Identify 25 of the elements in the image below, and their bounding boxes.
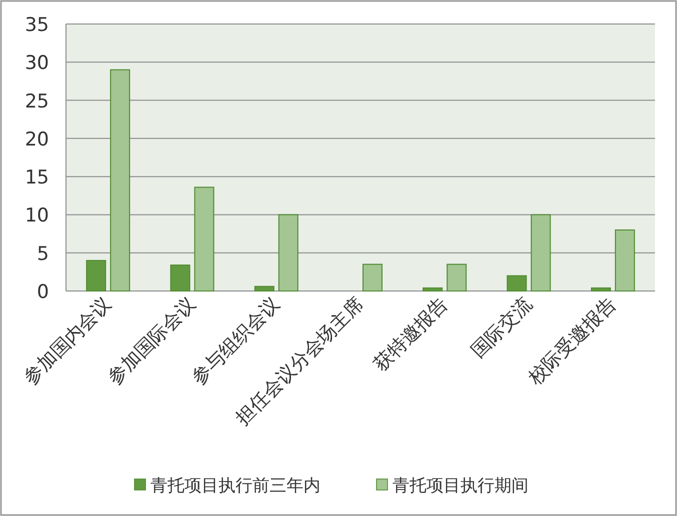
y-tick-label: 15 [24, 166, 49, 189]
x-tick-label: 获特邀报告 [369, 292, 452, 376]
y-tick-label: 30 [24, 52, 49, 74]
legend-label: 青托项目执行期间 [392, 476, 528, 496]
y-tick-label: 35 [24, 14, 49, 36]
bar [614, 229, 635, 292]
bar [170, 264, 190, 292]
bar [194, 186, 214, 292]
y-tick-label: 5 [36, 242, 49, 265]
bar [278, 214, 298, 292]
bar [362, 264, 382, 292]
bar [110, 69, 130, 292]
x-tick-label: 国际交流 [467, 292, 536, 362]
bar [446, 264, 467, 292]
bar [590, 287, 611, 292]
bar [86, 260, 106, 292]
y-tick-label: 25 [24, 90, 49, 112]
y-tick-label: 10 [24, 204, 49, 227]
bar [506, 275, 527, 292]
bar [530, 214, 551, 292]
legend-label: 青托项目执行前三年内 [150, 476, 320, 496]
bar [422, 287, 443, 292]
bar [254, 286, 274, 292]
y-tick-label: 20 [24, 128, 49, 150]
y-tick-label: 0 [36, 281, 49, 303]
